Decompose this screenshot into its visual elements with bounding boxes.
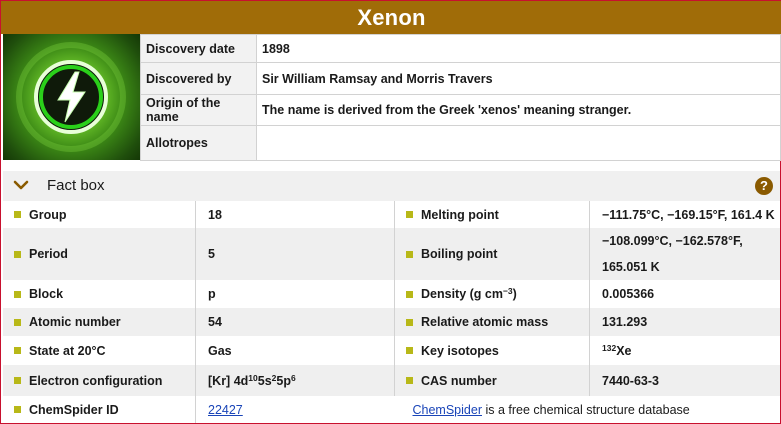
- discovery-date-value: 1898: [256, 34, 781, 63]
- lightning-bolt-icon: [16, 42, 126, 152]
- block-label: Block: [3, 280, 196, 308]
- bullet-icon: [14, 250, 21, 258]
- key-isotopes-value: 132Xe: [602, 342, 632, 358]
- origin-of-name-label: Origin of the name: [140, 94, 257, 126]
- chemspider-id-label: ChemSpider ID: [3, 396, 196, 423]
- melting-point-label: Melting point: [394, 201, 590, 228]
- state-label: State at 20°C: [3, 336, 196, 365]
- electron-configuration-value: [Kr] 4d105s25p6: [195, 365, 395, 396]
- table-row: Electron configuration [Kr] 4d105s25p6 C…: [3, 365, 780, 396]
- boiling-point-value: −108.099°C, −162.578°F, 165.051 K: [589, 228, 780, 280]
- factbox-toggle[interactable]: Fact box ?: [3, 171, 780, 201]
- help-icon[interactable]: ?: [755, 177, 773, 195]
- discovery-row: Discovery date 1898: [140, 34, 781, 63]
- chemspider-id-cell: 22427: [196, 396, 395, 423]
- period-label: Period: [3, 228, 196, 280]
- period-value: 5: [195, 228, 395, 280]
- atomic-number-value: 54: [195, 308, 395, 336]
- state-value: Gas: [195, 336, 395, 365]
- bullet-icon: [406, 211, 413, 219]
- discovery-row: Origin of the name The name is derived f…: [140, 94, 781, 126]
- relative-atomic-mass-value: 131.293: [589, 308, 780, 336]
- cas-number-label: CAS number: [394, 365, 590, 396]
- table-row: Group 18 Melting point −111.75°C, −169.1…: [3, 201, 780, 228]
- table-row: Block p Density (g cm−3) 0.005366: [3, 280, 780, 308]
- chemspider-note: ChemSpider is a free chemical structure …: [395, 396, 781, 423]
- discovery-row: Allotropes: [140, 125, 781, 161]
- factbox-title: Fact box: [47, 177, 105, 194]
- bullet-icon: [14, 377, 21, 385]
- bullet-icon: [406, 290, 413, 298]
- electron-configuration-label: Electron configuration: [3, 365, 196, 396]
- chevron-down-icon: [13, 180, 29, 190]
- key-isotopes-label: Key isotopes: [394, 336, 590, 365]
- bullet-icon: [406, 347, 413, 355]
- fact-table: Group 18 Melting point −111.75°C, −169.1…: [3, 201, 780, 423]
- bullet-icon: [14, 406, 21, 414]
- atomic-number-label: Atomic number: [3, 308, 196, 336]
- table-row: State at 20°C Gas Key isotopes 132Xe: [3, 336, 780, 365]
- bullet-icon: [406, 250, 413, 258]
- block-value: p: [195, 280, 395, 308]
- group-label: Group: [3, 201, 196, 228]
- relative-atomic-mass-label: Relative atomic mass: [394, 308, 590, 336]
- element-title: Xenon: [1, 0, 781, 34]
- chemspider-id-link[interactable]: 22427: [208, 402, 243, 417]
- allotropes-label: Allotropes: [140, 125, 257, 161]
- bullet-icon: [406, 377, 413, 385]
- element-image: [3, 34, 140, 160]
- cas-number-value: 7440-63-3: [589, 365, 780, 396]
- bullet-icon: [14, 318, 21, 326]
- boiling-point-label: Boiling point: [394, 228, 590, 280]
- group-value: 18: [195, 201, 395, 228]
- bullet-icon: [14, 290, 21, 298]
- discovered-by-value: Sir William Ramsay and Morris Travers: [256, 62, 781, 95]
- bullet-icon: [406, 318, 413, 326]
- chemspider-link[interactable]: ChemSpider: [412, 402, 482, 417]
- discovery-table: Discovery date 1898 Discovered by Sir Wi…: [140, 34, 781, 161]
- table-row: Period 5 Boiling point −108.099°C, −162.…: [3, 228, 780, 280]
- origin-of-name-value: The name is derived from the Greek 'xeno…: [256, 94, 781, 126]
- discovery-date-label: Discovery date: [140, 34, 257, 63]
- table-row: ChemSpider ID 22427 ChemSpider is a free…: [3, 396, 780, 423]
- bullet-icon: [14, 211, 21, 219]
- melting-point-value: −111.75°C, −169.15°F, 161.4 K: [602, 207, 775, 222]
- bullet-icon: [14, 347, 21, 355]
- density-value: 0.005366: [602, 287, 655, 301]
- density-label: Density (g cm−3): [394, 280, 590, 308]
- discovery-row: Discovered by Sir William Ramsay and Mor…: [140, 62, 781, 95]
- allotropes-value: [256, 125, 781, 161]
- table-row: Atomic number 54 Relative atomic mass 13…: [3, 308, 780, 336]
- chemspider-note-text: is a free chemical structure database: [481, 402, 690, 417]
- discovered-by-label: Discovered by: [140, 62, 257, 95]
